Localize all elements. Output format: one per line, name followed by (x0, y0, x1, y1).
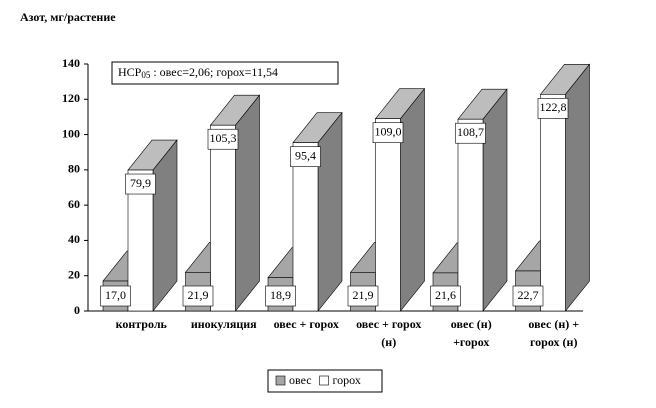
value-label: 22,7 (518, 288, 539, 302)
bar (375, 118, 401, 312)
legend-swatch (275, 375, 286, 386)
value-label: 21,9 (353, 288, 374, 302)
value-label-box (347, 285, 379, 307)
y-tick-label: 80 (68, 162, 80, 176)
legend-label: горох (333, 373, 361, 387)
value-label-box (207, 128, 239, 150)
y-tick-label: 40 (68, 232, 80, 246)
value-label: 21,6 (435, 288, 456, 302)
value-label: 21,9 (188, 288, 209, 302)
legend-swatch (319, 375, 329, 386)
x-tick-label-line: овес (н) (451, 317, 492, 331)
y-tick-label: 140 (62, 56, 80, 70)
bar-side (235, 94, 260, 312)
x-tick-label: контроль (116, 317, 168, 331)
value-label: 79,9 (130, 176, 151, 190)
bar (210, 124, 236, 312)
value-label-box (265, 285, 296, 307)
x-tick-label: овес + горох (274, 317, 339, 331)
x-tick-label-line: +горох (453, 335, 489, 349)
value-label-box (182, 285, 214, 307)
bar (457, 118, 484, 312)
legend-label: овес (289, 373, 312, 387)
y-tick-label: 120 (62, 91, 80, 105)
bar (292, 142, 319, 312)
bar-side (152, 139, 178, 312)
value-label: 122,8 (540, 100, 567, 114)
x-tick-label: овес + горох (н) (356, 317, 421, 349)
value-label-box (100, 285, 131, 307)
x-tick-label-line: овес (н) + (528, 317, 579, 331)
bar (540, 94, 566, 312)
y-tick-label: 0 (74, 303, 80, 317)
value-label-box (125, 173, 156, 195)
bar-side (317, 111, 343, 312)
y-tick-label: 100 (62, 126, 80, 140)
value-label: 108,7 (457, 125, 484, 139)
value-label: 105,3 (210, 131, 237, 145)
x-tick-label: инокуляция (191, 317, 257, 331)
value-label: 18,9 (270, 288, 291, 302)
value-label-box (455, 122, 486, 144)
x-tick-label: овес (н) + горох (н) (528, 317, 579, 349)
value-label-box (290, 146, 321, 167)
annotation: НСР05 : овес=2,06; горох=11,54 (118, 65, 278, 80)
y-tick-label: 60 (68, 197, 80, 211)
annotation-box (111, 61, 339, 85)
legend: овес горох (267, 369, 383, 393)
x-tick-label-line: (н) (381, 335, 396, 349)
bar-side (482, 88, 508, 312)
bar-side (565, 63, 590, 312)
x-tick-label: овес (н) +горох (451, 317, 492, 349)
value-label: 95,4 (295, 148, 316, 162)
y-tick-label: 20 (68, 267, 80, 281)
value-label-box (372, 122, 404, 143)
value-label: 17,0 (105, 288, 126, 302)
value-label: 109,0 (375, 124, 402, 138)
bar-side (400, 87, 425, 312)
value-label-box (537, 98, 569, 119)
value-label-box (512, 285, 544, 307)
x-tick-label-line: горох (н) (530, 335, 577, 349)
x-tick-label-line: овес + горох (356, 317, 421, 331)
y-axis-title: Азот, мг/растение (20, 10, 116, 24)
value-label-box (430, 285, 461, 307)
